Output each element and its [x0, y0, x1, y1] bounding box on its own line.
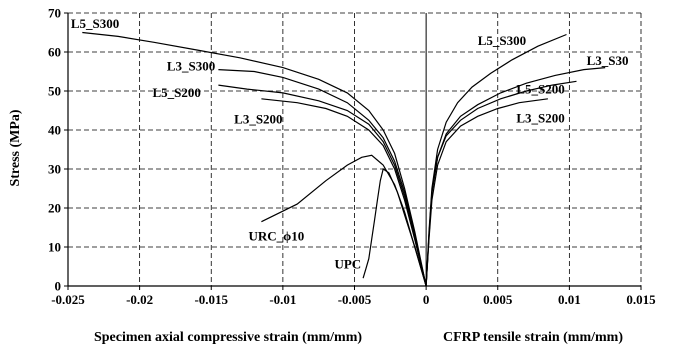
- x-tick-label: -0.025: [51, 292, 85, 307]
- series-line-upc-compressive: [362, 168, 427, 287]
- curve-label-l5-s200: L5_S200: [153, 85, 201, 100]
- x-tick-label: -0.005: [338, 292, 372, 307]
- series-line-l5-s200-compressive: [218, 84, 427, 287]
- curve-label-l5-s200: L5_S200: [516, 82, 564, 97]
- y-tick-label: 20: [48, 201, 61, 216]
- curve-label-l5-s300: L5_S300: [71, 16, 119, 31]
- x-tick-label: -0.01: [269, 292, 296, 307]
- x-tick-label: -0.015: [194, 292, 228, 307]
- curve-label-upc: UPC: [334, 256, 361, 271]
- y-tick-label: 40: [48, 123, 61, 138]
- y-tick-label: 0: [55, 279, 62, 294]
- x-tick-label: 0.015: [626, 292, 656, 307]
- curve-label-urc-10: URC_ϕ10: [248, 228, 304, 243]
- x-axis-title-right: CFRP tensile strain (mm/mm): [443, 330, 623, 345]
- curve-label-l3-s200: L3_S200: [234, 111, 282, 126]
- y-tick-label: 70: [48, 6, 61, 21]
- y-tick-label: 60: [48, 45, 61, 60]
- series-group: [82, 31, 606, 287]
- y-tick-label: 10: [48, 240, 61, 255]
- curve-label-l5-s300: L5_S300: [478, 33, 526, 48]
- x-tick-label: 0.01: [558, 292, 581, 307]
- curve-label-l3-s300: L3_S300: [167, 59, 215, 74]
- curve-labels: L5_S300 L3_S300 L5_S200 L3_S200 URC_ϕ10 UPC L5…: [71, 16, 629, 272]
- curve-label-l3-s30: L3_S30: [587, 53, 629, 68]
- y-axis-title: Stress (MPa): [8, 109, 23, 186]
- x-tick-label: 0.005: [483, 292, 513, 307]
- curve-label-l3-s200: L3_S200: [516, 111, 564, 126]
- axes: [64, 12, 642, 290]
- series-line-l3-s200-compressive: [261, 98, 427, 287]
- y-tick-label: 50: [48, 84, 61, 99]
- x-axis-title-left: Specimen axial compressive strain (mm/mm…: [94, 330, 362, 345]
- series-line-l3-s200-tensile: [425, 98, 548, 287]
- x-tick-label: -0.02: [126, 292, 153, 307]
- x-tick-label: 0: [423, 292, 430, 307]
- series-line-l3-s300-compressive: [218, 69, 427, 287]
- y-tick-label: 30: [48, 162, 61, 177]
- tick-labels: -0.025 -0.02 -0.015 -0.01 -0.005 0 0.005 0.01 0.…: [48, 6, 656, 308]
- series-line-l5-s300-compressive: [82, 31, 427, 287]
